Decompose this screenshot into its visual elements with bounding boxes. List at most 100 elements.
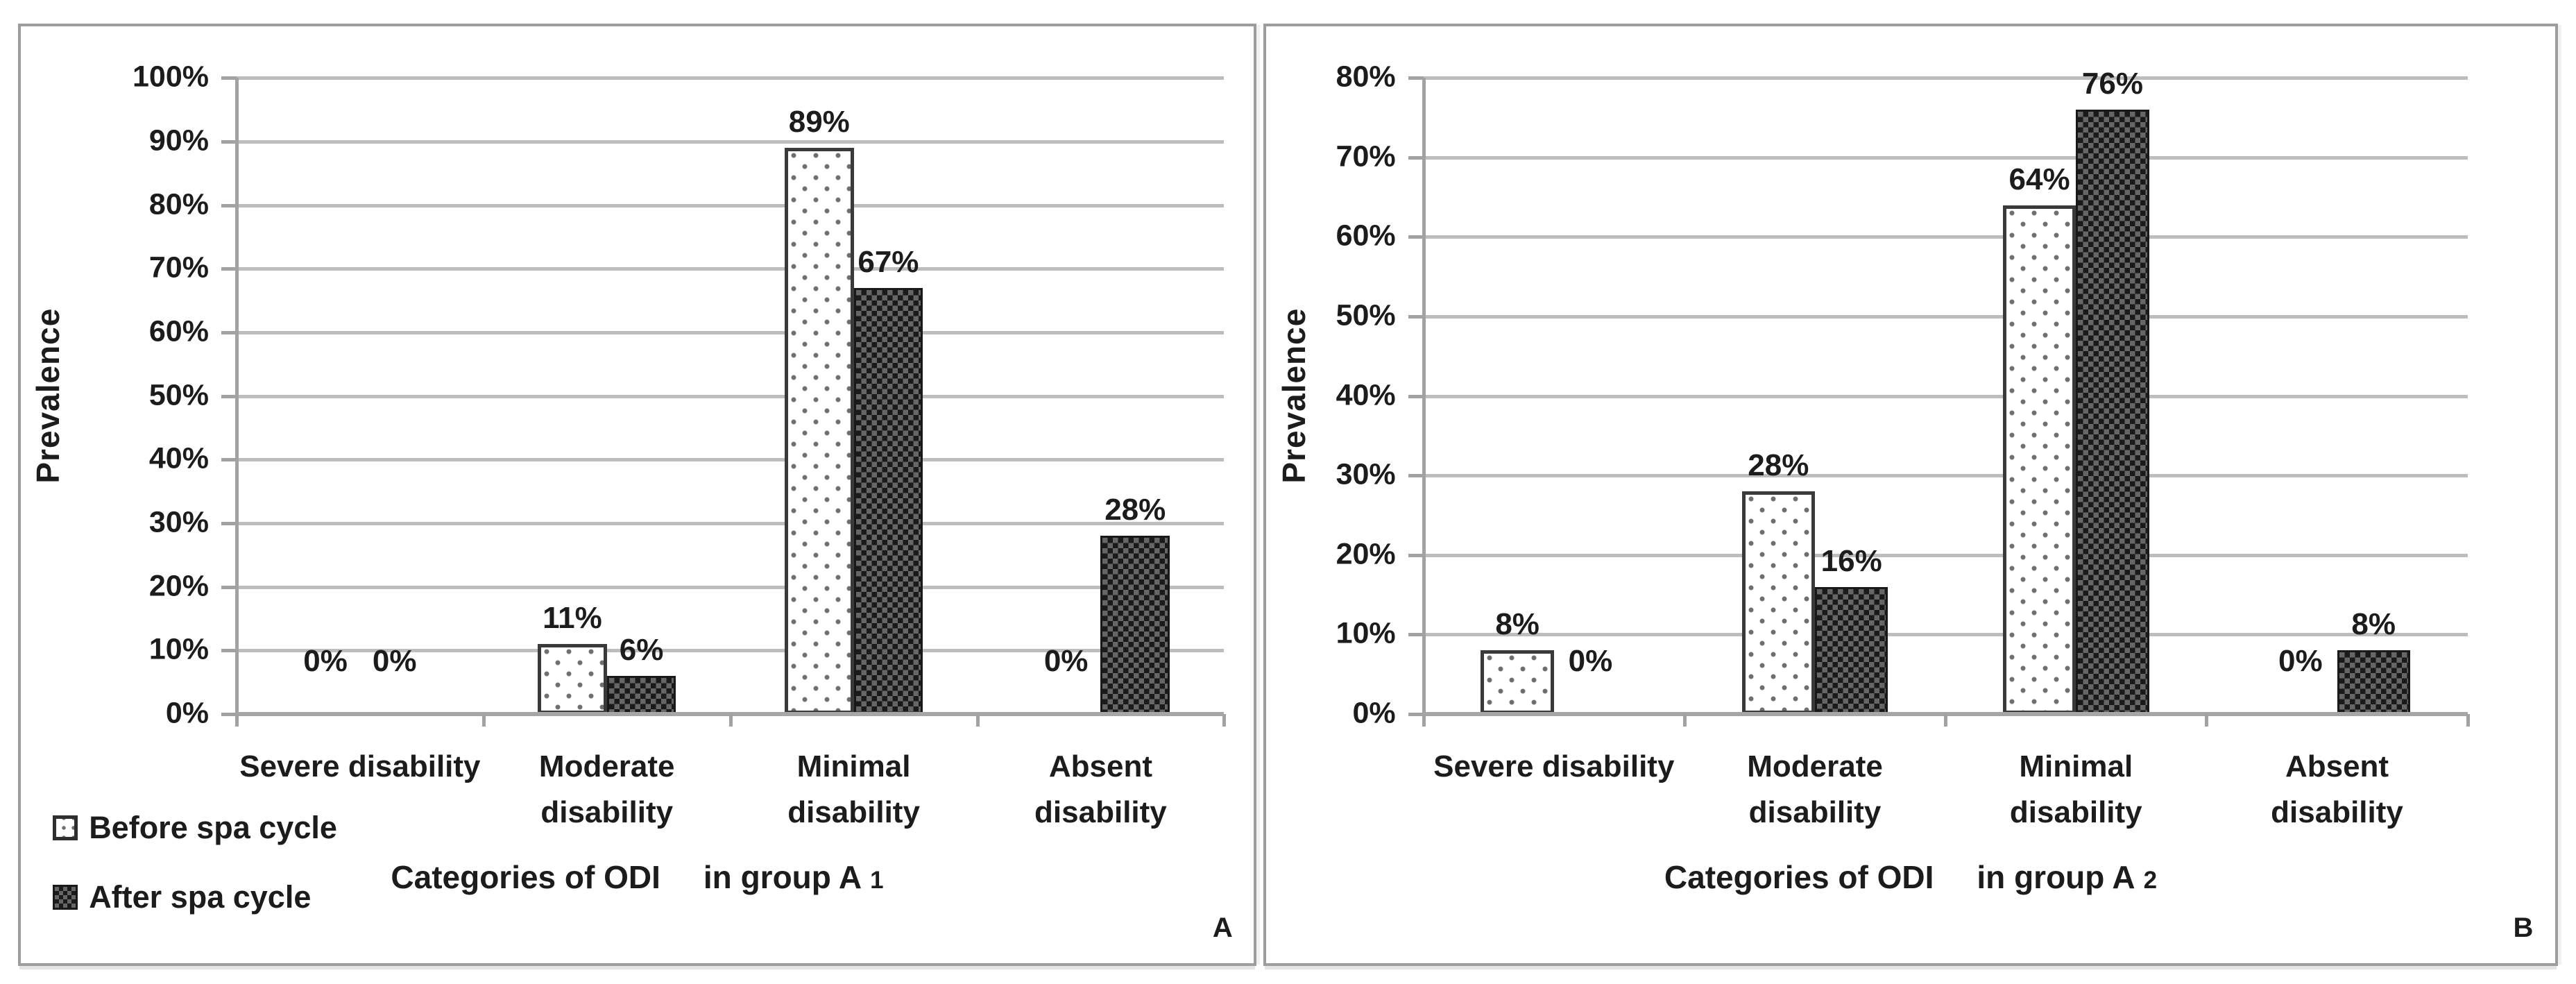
gridline [1423, 76, 2468, 80]
gridline [236, 139, 1225, 144]
y-axis-tick [1408, 155, 1424, 160]
gridline [236, 330, 1225, 334]
before-bar-column: 0% [1032, 78, 1101, 714]
x-axis-tick [728, 713, 733, 727]
bar-before-spa-cycle [784, 148, 854, 714]
y-axis-tick-label: 60% [1336, 219, 1396, 253]
gridline [236, 521, 1225, 525]
gridline [1423, 474, 2468, 478]
panel-letter: A [1212, 913, 1233, 944]
bar-before-spa-cycle [1481, 650, 1554, 714]
y-axis-tick-label: 60% [148, 314, 209, 348]
y-axis-tick-label: 40% [148, 441, 209, 475]
legend-item: After spa cycle [53, 879, 311, 915]
before-bar-column: 89% [784, 78, 854, 714]
panel-letter: B [2513, 913, 2534, 944]
gridline [236, 458, 1225, 462]
gridline [236, 394, 1225, 398]
after-bar-column: 28% [1100, 78, 1170, 714]
x-axis-tick [1944, 713, 1948, 727]
before-bar-column: 28% [1741, 78, 1816, 714]
y-axis-tick [221, 521, 237, 525]
gridline [236, 649, 1225, 653]
bar-after-spa-cycle [1815, 586, 1888, 714]
bar-value-label: 64% [2008, 162, 2070, 196]
gridline [1423, 633, 2468, 637]
category-label: Absent disability [2271, 749, 2403, 830]
y-axis-tick-label: 40% [1336, 378, 1396, 412]
y-axis-tick-label: 90% [148, 124, 209, 158]
y-axis-tick-label: 80% [1336, 60, 1396, 94]
x-axis-title-part1: Categories of ODI [1664, 858, 1934, 895]
bar-value-label: 0% [1043, 644, 1089, 679]
bar-value-label: 0% [2278, 644, 2323, 679]
category-slot: 0% 8% [2206, 78, 2467, 714]
y-axis-tick [1408, 553, 1424, 557]
legend-item: Before spa cycle [53, 810, 337, 846]
y-axis-tick [221, 139, 237, 144]
x-axis-tick [2466, 713, 2470, 727]
panel-b-group-a2-chart: Prevalence 0% 10% 20% 30% 40% 50% 60% 70% 80% 8% 0%… [1263, 24, 2558, 966]
y-axis-tick-label: 50% [148, 378, 209, 412]
bar-value-label: 89% [788, 105, 850, 139]
bar-after-spa-cycle [606, 675, 676, 714]
gridline [1423, 155, 2468, 160]
x-axis-title: Categories of ODI in group A 1 [21, 858, 1254, 896]
y-axis-tick-label: 50% [1336, 298, 1396, 332]
y-axis-tick [221, 649, 237, 653]
gridline [1423, 394, 2468, 398]
bar-before-spa-cycle [538, 644, 607, 714]
x-axis-title: Categories of ODI in group A 2 [1266, 858, 2555, 896]
category-label: Minimal disability [787, 749, 920, 830]
category-slot: 0% 0% [237, 78, 484, 714]
x-axis-tick [975, 713, 980, 727]
two-panel-bar-chart-figure: Prevalence 0% 10% 20% 30% 40% 50% 60% 70% 80% 90% 1… [18, 24, 2558, 966]
y-axis-tick-label: 30% [148, 505, 209, 539]
after-bar-column: 67% [853, 78, 923, 714]
gridline [236, 203, 1225, 207]
legend-label: Before spa cycle [89, 809, 337, 845]
gridline [236, 267, 1225, 271]
bar-value-label: 76% [2081, 67, 2143, 101]
x-axis-title-part1: Categories of ODI [391, 858, 660, 895]
bar-value-label: 28% [1104, 493, 1166, 527]
bar-value-label: 8% [2351, 607, 2396, 642]
category-label: Absent disability [1034, 749, 1167, 830]
bar-value-label: 0% [372, 644, 417, 679]
bar-after-spa-cycle [2076, 110, 2149, 714]
x-axis-tick [1422, 713, 1426, 727]
before-bar-column: 8% [1481, 78, 1554, 714]
y-axis-tick [221, 330, 237, 334]
y-axis-tick [1408, 474, 1424, 478]
category-slot: 89% 67% [731, 78, 978, 714]
x-axis-title-part2: in group A [703, 858, 862, 895]
y-axis-tick [221, 76, 237, 80]
y-axis-tick [221, 712, 237, 716]
y-axis-tick [1408, 712, 1424, 716]
before-bar-column: 64% [2002, 78, 2076, 714]
bar-value-label: 0% [303, 644, 348, 679]
before-bar-column: 0% [2264, 78, 2337, 714]
gridline [236, 76, 1225, 80]
y-axis-tick-label: 10% [148, 632, 209, 666]
x-axis-title-part2: in group A [1977, 858, 2135, 895]
gridline [236, 585, 1225, 589]
gridline [1423, 235, 2468, 239]
panel-a-group-a1-chart: Prevalence 0% 10% 20% 30% 40% 50% 60% 70% 80% 90% 1… [18, 24, 1256, 966]
x-axis-tick [481, 713, 486, 727]
bar-before-spa-cycle [1741, 491, 1816, 714]
category-slot: 64% 76% [1945, 67, 2206, 714]
bar-value-label: 16% [1820, 543, 1882, 578]
after-bar-column: 76% [2076, 67, 2149, 714]
after-bar-column: 0% [360, 78, 429, 714]
y-axis-tick-label: 100% [132, 60, 209, 94]
category-label: Severe disability [239, 749, 481, 784]
category-label: Moderate disability [538, 749, 675, 830]
y-axis-tick [221, 267, 237, 271]
after-bar-column: 6% [606, 78, 676, 714]
y-axis-tick [1408, 235, 1424, 239]
x-axis-tick [1222, 713, 1227, 727]
y-axis-tick [1408, 314, 1424, 319]
bar-after-spa-cycle [1100, 536, 1170, 714]
bar-value-label: 8% [1495, 607, 1539, 642]
